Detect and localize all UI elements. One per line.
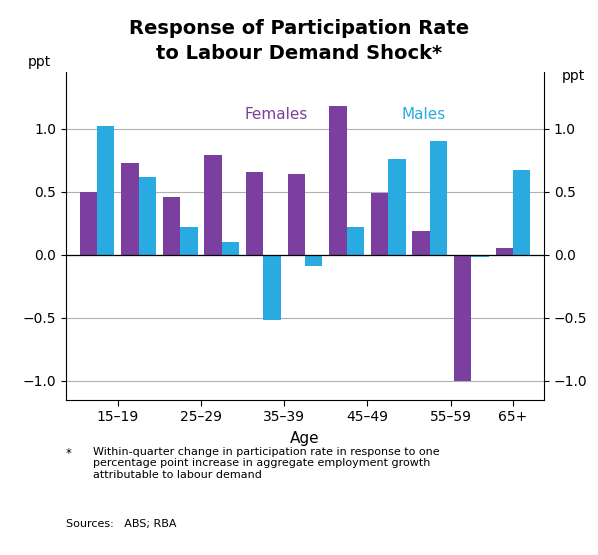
Bar [454,255,471,381]
Y-axis label: ppt: ppt [562,69,584,83]
Bar [430,142,447,255]
Bar [263,255,281,320]
Bar [246,171,263,255]
Bar [222,242,239,255]
Bar [371,193,388,255]
Bar [329,106,347,255]
X-axis label: Age: Age [290,431,320,446]
Bar [163,197,180,255]
Bar [288,174,305,255]
Y-axis label: ppt: ppt [28,55,51,69]
Text: Sources:   ABS; RBA: Sources: ABS; RBA [66,519,176,529]
Bar [180,227,198,255]
Bar [412,231,430,255]
Text: Within-quarter change in participation rate in response to one
percentage point : Within-quarter change in participation r… [93,447,440,480]
Text: Response of Participation Rate
to Labour Demand Shock*: Response of Participation Rate to Labour… [129,19,469,63]
Bar [121,163,139,255]
Bar [305,255,322,266]
Text: Females: Females [244,107,307,122]
Bar [347,227,364,255]
Bar [205,155,222,255]
Bar [513,170,530,255]
Text: *: * [66,447,72,460]
Bar [139,176,156,255]
Bar [80,192,97,255]
Bar [471,255,489,258]
Bar [388,159,405,255]
Bar [97,127,114,255]
Bar [496,249,513,255]
Text: Males: Males [401,107,446,122]
